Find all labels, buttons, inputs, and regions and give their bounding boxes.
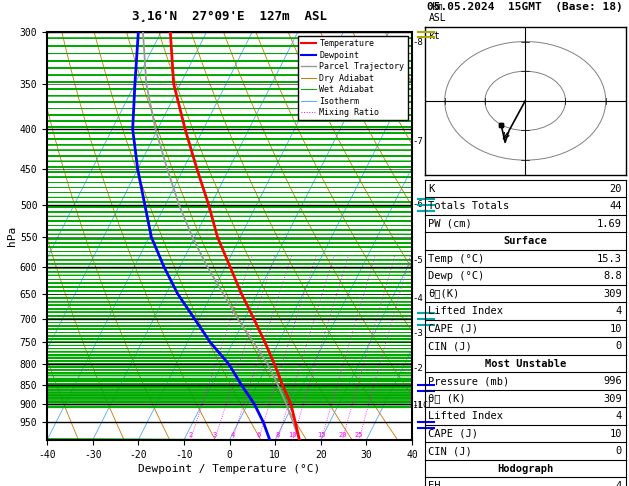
Text: 4: 4 bbox=[230, 432, 235, 438]
Text: Totals Totals: Totals Totals bbox=[428, 201, 509, 211]
Text: 309: 309 bbox=[603, 289, 622, 298]
Text: 8: 8 bbox=[276, 432, 280, 438]
X-axis label: Dewpoint / Temperature (°C): Dewpoint / Temperature (°C) bbox=[138, 464, 321, 474]
Text: 8.8: 8.8 bbox=[603, 271, 622, 281]
Text: 3: 3 bbox=[213, 432, 217, 438]
Text: -7: -7 bbox=[413, 137, 423, 146]
Text: Pressure (mb): Pressure (mb) bbox=[428, 376, 509, 386]
Text: -5: -5 bbox=[413, 257, 423, 265]
Text: CIN (J): CIN (J) bbox=[428, 341, 472, 351]
Text: 4: 4 bbox=[616, 481, 622, 486]
Text: 6: 6 bbox=[256, 432, 260, 438]
Text: 4: 4 bbox=[616, 411, 622, 421]
Text: CIN (J): CIN (J) bbox=[428, 446, 472, 456]
Text: K: K bbox=[428, 184, 435, 193]
Text: 25: 25 bbox=[355, 432, 363, 438]
Y-axis label: hPa: hPa bbox=[7, 226, 17, 246]
Text: Surface: Surface bbox=[503, 236, 547, 246]
Text: -3: -3 bbox=[413, 329, 423, 338]
Text: CAPE (J): CAPE (J) bbox=[428, 429, 478, 438]
Text: kt: kt bbox=[428, 31, 440, 41]
Text: 20: 20 bbox=[610, 184, 622, 193]
Text: PW (cm): PW (cm) bbox=[428, 219, 472, 228]
Text: 996: 996 bbox=[603, 376, 622, 386]
Text: 3¸16'N  27°09'E  127m  ASL: 3¸16'N 27°09'E 127m ASL bbox=[132, 10, 327, 23]
Text: 15: 15 bbox=[317, 432, 326, 438]
Text: 10: 10 bbox=[289, 432, 297, 438]
Text: 05.05.2024  15GMT  (Base: 18): 05.05.2024 15GMT (Base: 18) bbox=[427, 2, 623, 12]
Text: 0: 0 bbox=[616, 341, 622, 351]
Text: 10: 10 bbox=[610, 429, 622, 438]
Text: -4: -4 bbox=[413, 295, 423, 303]
Text: 20: 20 bbox=[338, 432, 347, 438]
Text: Lifted Index: Lifted Index bbox=[428, 411, 503, 421]
Text: 4: 4 bbox=[616, 306, 622, 316]
Text: 0: 0 bbox=[616, 446, 622, 456]
Text: θᴇ(K): θᴇ(K) bbox=[428, 289, 460, 298]
Text: -1: -1 bbox=[413, 401, 423, 411]
Text: Hodograph: Hodograph bbox=[497, 464, 554, 473]
Text: EH: EH bbox=[428, 481, 441, 486]
Text: -8: -8 bbox=[413, 38, 423, 47]
Text: θᴇ (K): θᴇ (K) bbox=[428, 394, 466, 403]
Text: Dewp (°C): Dewp (°C) bbox=[428, 271, 484, 281]
Text: 2: 2 bbox=[188, 432, 192, 438]
Text: km
ASL: km ASL bbox=[429, 2, 447, 23]
Text: -6: -6 bbox=[413, 200, 423, 209]
Text: -2: -2 bbox=[413, 364, 423, 373]
Text: Most Unstable: Most Unstable bbox=[484, 359, 566, 368]
Text: 15.3: 15.3 bbox=[597, 254, 622, 263]
Legend: Temperature, Dewpoint, Parcel Trajectory, Dry Adiabat, Wet Adiabat, Isotherm, Mi: Temperature, Dewpoint, Parcel Trajectory… bbox=[298, 36, 408, 121]
Text: 309: 309 bbox=[603, 394, 622, 403]
Text: 1LCL: 1LCL bbox=[413, 401, 433, 411]
Text: Lifted Index: Lifted Index bbox=[428, 306, 503, 316]
Text: 1.69: 1.69 bbox=[597, 219, 622, 228]
Text: Temp (°C): Temp (°C) bbox=[428, 254, 484, 263]
Text: CAPE (J): CAPE (J) bbox=[428, 324, 478, 333]
Text: 10: 10 bbox=[610, 324, 622, 333]
Text: 44: 44 bbox=[610, 201, 622, 211]
